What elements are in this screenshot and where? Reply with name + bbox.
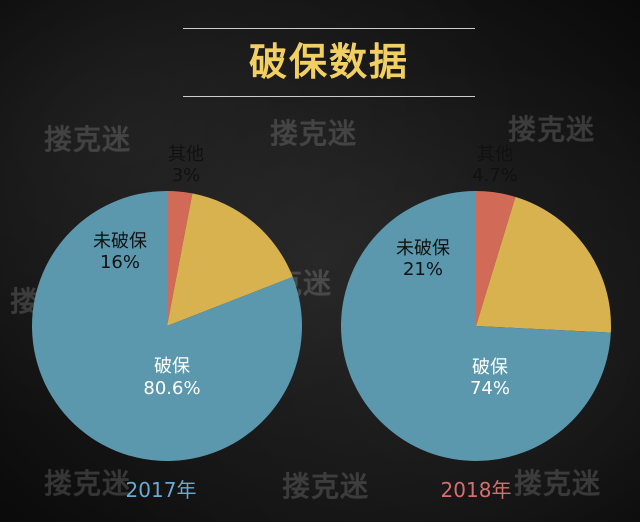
pie-slice-0 (167, 191, 193, 326)
pie-value-1: 21% (403, 259, 443, 280)
pie-value-0: 4.7% (472, 165, 518, 186)
pie-value-1: 16% (100, 252, 140, 273)
pie-value-2: 74% (470, 378, 510, 399)
pie-label-0: 其他 (168, 144, 204, 165)
pie-label-0: 其他 (477, 144, 513, 165)
title-bottom-rule (183, 96, 475, 97)
year-label: 2018年 (441, 478, 512, 502)
pie-label-1: 未破保 (93, 231, 147, 252)
title-block: 破保数据 (183, 28, 475, 98)
year-label: 2017年 (126, 478, 197, 502)
pie-label-1: 未破保 (396, 238, 450, 259)
pie-label-2: 破保 (472, 357, 508, 378)
pie-slice-2 (31, 191, 302, 462)
pie-slice-1 (476, 196, 611, 333)
pie-value-0: 3% (172, 165, 201, 186)
page-title: 破保数据 (248, 40, 409, 84)
pie-slice-0 (476, 191, 516, 326)
pie-slice-1 (167, 193, 293, 326)
pie-label-2: 破保 (154, 356, 190, 377)
pie-slice-2 (340, 191, 611, 461)
title-top-rule (183, 28, 475, 29)
pie-value-2: 80.6% (143, 378, 200, 399)
